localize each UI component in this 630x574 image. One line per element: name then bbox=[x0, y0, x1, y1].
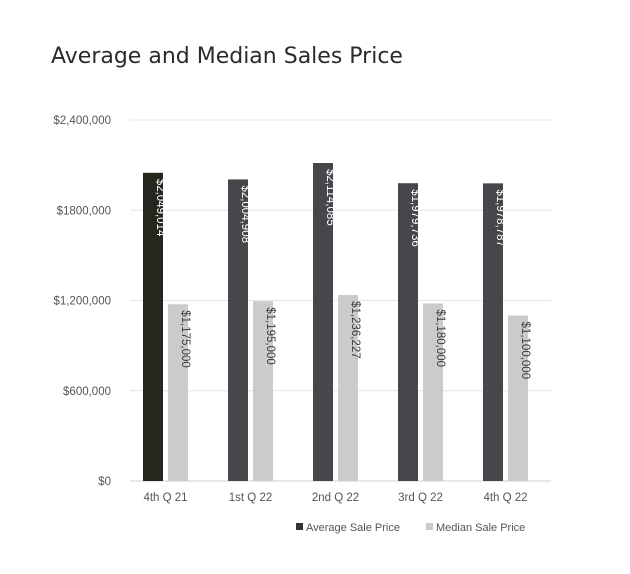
average-bar-5 bbox=[483, 183, 503, 481]
y-tick-label: $2,400,000 bbox=[53, 115, 111, 127]
average-data-label-1: $2,049,014 bbox=[154, 179, 166, 237]
y-tick-label: $1800,000 bbox=[57, 205, 111, 217]
average-data-label-3: $2,114,085 bbox=[324, 169, 336, 226]
average-bar-4 bbox=[398, 183, 418, 481]
average-bar-3 bbox=[313, 163, 333, 481]
y-tick-label: $600,000 bbox=[63, 386, 111, 398]
median-data-label-4: $1,180,000 bbox=[434, 310, 446, 368]
average-bar-2 bbox=[228, 179, 248, 482]
legend-label-2: Median Sale Price bbox=[436, 522, 525, 534]
average-bar-1 bbox=[143, 172, 163, 482]
x-tick-label: 2nd Q 22 bbox=[312, 492, 359, 504]
median-data-label-3: $1,236,227 bbox=[349, 301, 361, 359]
average-data-label-2: $2,004,908 bbox=[239, 185, 251, 243]
y-tick-label: $0 bbox=[98, 476, 111, 488]
legend-swatch-2 bbox=[426, 523, 433, 530]
legend-label-1: Average Sale Price bbox=[306, 522, 400, 534]
average-data-label-5: $1,978,787 bbox=[494, 189, 506, 247]
median-data-label-1: $1,175,000 bbox=[179, 310, 191, 368]
median-bar-3 bbox=[338, 295, 358, 481]
median-bar-2 bbox=[253, 301, 273, 481]
median-bar-5 bbox=[508, 315, 528, 481]
x-tick-label: 4th Q 21 bbox=[143, 492, 187, 504]
average-data-label-4: $1,979,736 bbox=[409, 189, 421, 247]
legend-swatch-1 bbox=[296, 523, 303, 530]
chart-title: Average and Median Sales Price bbox=[51, 44, 403, 69]
x-tick-label: 1st Q 22 bbox=[229, 492, 272, 504]
x-tick-label: 3rd Q 22 bbox=[398, 492, 443, 504]
median-data-label-5: $1,100,000 bbox=[519, 322, 531, 380]
median-bar-1 bbox=[168, 304, 188, 481]
x-tick-label: 4th Q 22 bbox=[483, 492, 527, 504]
median-bar-4 bbox=[423, 303, 443, 481]
y-tick-label: $1,200,000 bbox=[53, 296, 111, 308]
median-data-label-2: $1,195,000 bbox=[264, 307, 276, 365]
